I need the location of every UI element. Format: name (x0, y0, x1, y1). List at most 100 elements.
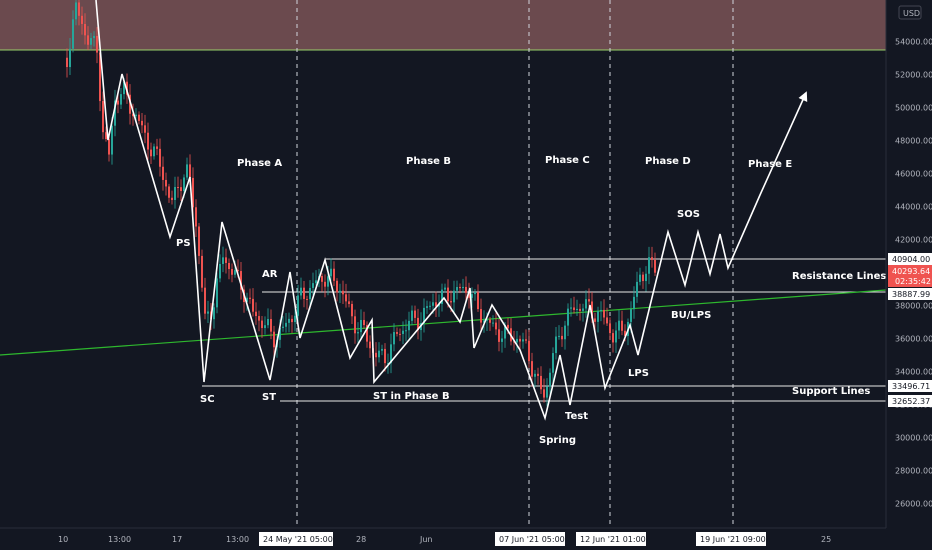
candle-body (273, 331, 275, 348)
candle-body (636, 281, 638, 297)
spring-label: Spring (539, 435, 576, 446)
candle-body (69, 48, 71, 68)
candle-body (501, 338, 503, 342)
candle-body (294, 315, 296, 323)
trend-line (0, 289, 887, 356)
candle-body (522, 339, 524, 342)
x-tick: Jun (419, 535, 433, 544)
candle-body (384, 348, 386, 364)
candle-body (147, 132, 149, 150)
svg-text:38887.99: 38887.99 (892, 290, 930, 299)
candle-body (498, 329, 500, 342)
candle-body (303, 287, 305, 299)
candle-body (363, 319, 365, 326)
svg-text:19 Jun '21 09:00: 19 Jun '21 09:00 (700, 535, 766, 544)
sc-label: SC (200, 394, 215, 405)
ps-label: PS (176, 238, 191, 249)
candle-body (141, 120, 143, 126)
candle-body (240, 271, 242, 290)
candle-body (642, 274, 644, 282)
phase-a-label: Phase A (237, 158, 282, 169)
candle-body (402, 330, 404, 334)
time-axis[interactable]: 10 13:00 17 13:00 28 Jun 25 24 May '21 0… (0, 527, 886, 550)
svg-text:33496.71: 33496.71 (892, 382, 930, 391)
candle-body (543, 389, 545, 398)
candle-body (453, 290, 455, 303)
st-phase-b-label: ST in Phase B (373, 391, 450, 402)
candle-body (435, 302, 437, 307)
candle-body (399, 333, 401, 335)
x-tick: 13:00 (108, 535, 131, 544)
candle-body (609, 323, 611, 334)
candle-body (456, 286, 458, 291)
candle-body (504, 324, 506, 339)
candle-body (339, 290, 341, 293)
candle-body (540, 375, 542, 390)
candle-body (255, 311, 257, 317)
candle-body (570, 307, 572, 309)
y-tick-label: 28000.00 (895, 466, 932, 475)
candle-body (270, 319, 272, 332)
candle-body (459, 286, 461, 289)
candle-body (582, 308, 584, 311)
candle-body (153, 146, 155, 157)
candle-body (426, 306, 428, 308)
candle-body (195, 207, 197, 227)
candle-body (645, 273, 647, 282)
st-label: ST (262, 392, 276, 403)
candle-body (96, 35, 98, 53)
svg-text:07 Jun '21 05:00: 07 Jun '21 05:00 (499, 535, 565, 544)
svg-text:24 May '21 05:00: 24 May '21 05:00 (263, 535, 333, 544)
candle-body (249, 297, 251, 299)
x-box-label: 19 Jun '21 09:00 (696, 532, 766, 546)
y-tick-label: 34000.00 (895, 367, 932, 376)
candle-body (114, 100, 116, 126)
phase-c-label: Phase C (545, 155, 590, 166)
candle-body (597, 310, 599, 322)
currency-badge[interactable] (898, 5, 922, 20)
candle-body (585, 299, 587, 309)
candle-body (450, 301, 452, 303)
y-tick-label: 42000.00 (895, 235, 932, 244)
candle-body (612, 333, 614, 343)
candle-body (468, 292, 470, 298)
candle-body (129, 94, 131, 114)
candle-body (537, 373, 539, 376)
candle-body (447, 287, 449, 302)
candle-body (81, 15, 83, 24)
svg-text:32652.37: 32652.37 (892, 397, 930, 406)
candle-body (411, 310, 413, 321)
y-tick-label: 46000.00 (895, 169, 932, 178)
y-tick-label: 48000.00 (895, 136, 932, 145)
candles (66, 0, 656, 407)
candle-body (345, 294, 347, 302)
candle-body (324, 281, 326, 287)
candle-body (312, 283, 314, 288)
candle-body (138, 114, 140, 121)
bu-lps-label: BU/LPS (671, 310, 711, 321)
candle-body (177, 187, 179, 189)
candle-body (444, 287, 446, 290)
price-axis[interactable]: 54000.00 52000.00 50000.00 48000.00 46000.00… (885, 0, 932, 550)
candle-body (348, 301, 350, 304)
x-box-label: 24 May '21 05:00 (259, 532, 333, 546)
candle-body (246, 297, 248, 303)
price-label-33496: 33496.71 (888, 380, 932, 392)
candle-body (441, 289, 443, 304)
candle-body (120, 94, 122, 105)
candle-body (108, 139, 110, 155)
candle-body (573, 307, 575, 310)
price-label-38887: 38887.99 (888, 288, 932, 300)
candle-body (222, 257, 224, 265)
svg-text:12 Jun '21 01:00: 12 Jun '21 01:00 (580, 535, 646, 544)
y-tick-label: 50000.00 (895, 103, 932, 112)
candle-body (558, 335, 560, 337)
x-box-label: 12 Jun '21 01:00 (576, 532, 646, 546)
candle-body (351, 303, 353, 317)
candle-body (93, 35, 95, 39)
candle-body (300, 287, 302, 296)
candle-body (417, 317, 419, 331)
x-tick: 28 (356, 535, 366, 544)
candle-body (234, 270, 236, 275)
